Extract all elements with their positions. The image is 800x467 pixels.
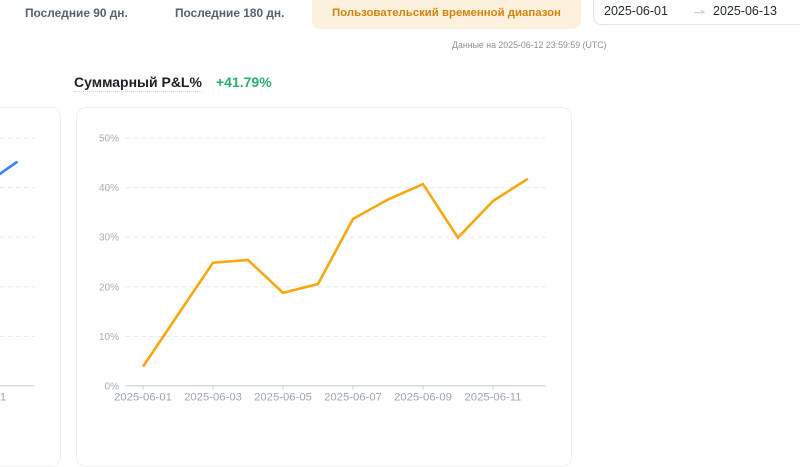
svg-text:0%: 0% <box>105 382 120 393</box>
svg-text:1: 1 <box>0 392 6 404</box>
svg-text:30%: 30% <box>99 233 119 244</box>
svg-text:2025-06-03: 2025-06-03 <box>184 392 242 404</box>
svg-text:2025-06-07: 2025-06-07 <box>324 392 382 404</box>
svg-text:2025-06-09: 2025-06-09 <box>394 392 452 404</box>
svg-text:10%: 10% <box>99 332 119 343</box>
svg-text:2025-06-11: 2025-06-11 <box>465 392 522 404</box>
svg-text:50%: 50% <box>99 134 119 145</box>
svg-text:2025-06-01: 2025-06-01 <box>114 392 172 404</box>
svg-text:2025-06-05: 2025-06-05 <box>254 392 312 404</box>
svg-text:20%: 20% <box>99 282 119 293</box>
svg-text:40%: 40% <box>99 183 119 194</box>
